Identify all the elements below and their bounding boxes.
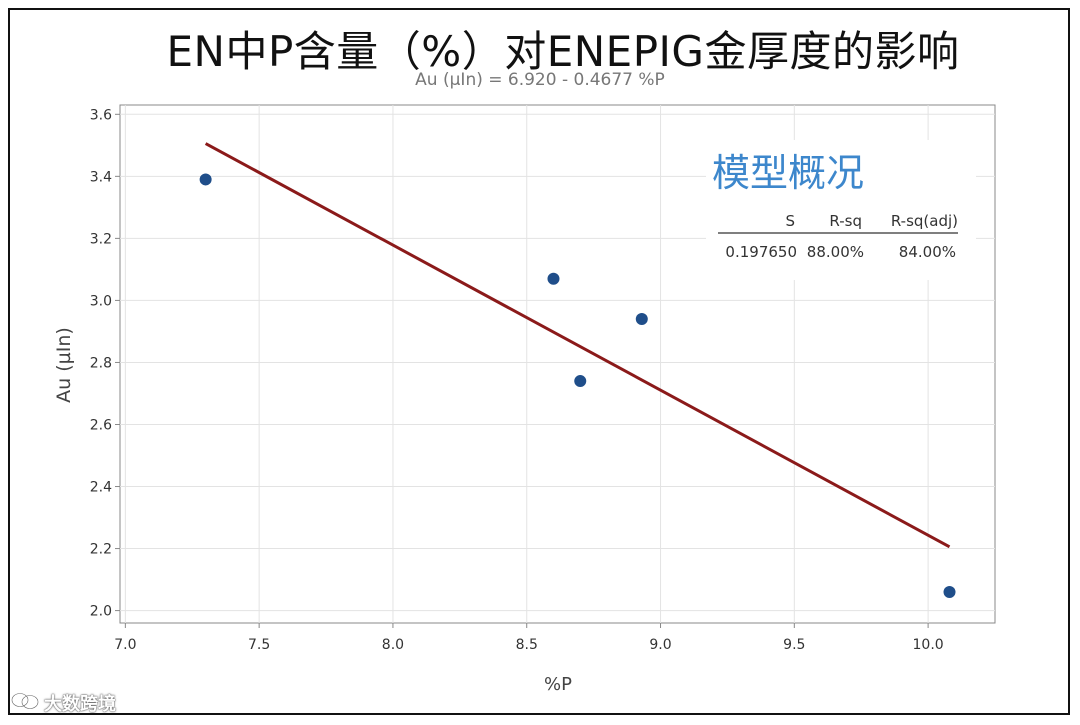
data-point [547, 272, 560, 285]
data-points [199, 173, 956, 598]
y-tick-label: 2.2 [90, 542, 112, 558]
summary-value-rsq-adj: 84.00% [899, 243, 956, 261]
y-tick-label: 2.6 [90, 417, 112, 433]
watermark-text: 大数跨境 [44, 694, 116, 715]
x-tick-label: 7.0 [114, 637, 136, 653]
x-tick-label: 10.0 [913, 637, 944, 653]
x-tick-label: 7.5 [248, 637, 270, 653]
model-summary-box: 模型概况 S R-sq R-sq(adj) 0.197650 88.00% 84… [706, 140, 976, 280]
summary-header-rsq: R-sq [829, 212, 862, 230]
x-tick-label: 8.5 [516, 637, 538, 653]
x-tick-label: 8.0 [382, 637, 404, 653]
fit-line-layer [204, 142, 951, 549]
y-tick-label: 3.6 [90, 107, 112, 123]
data-point [635, 313, 648, 326]
fit-line [204, 142, 951, 549]
model-summary-bg [706, 140, 976, 280]
summary-value-s: 0.197650 [725, 243, 797, 261]
regression-equation: Au (µIn) = 6.920 - 0.4677 %P [415, 70, 665, 90]
figure-frame [8, 8, 1070, 715]
summary-header-rsq-adj: R-sq(adj) [891, 212, 958, 230]
x-axis-label: %P [544, 674, 572, 695]
data-point [199, 173, 212, 186]
summary-header-s: S [785, 212, 795, 230]
x-tick-label: 9.0 [649, 637, 671, 653]
data-point [943, 585, 956, 598]
summary-value-rsq: 88.00% [807, 243, 864, 261]
y-tick-label: 3.0 [90, 293, 112, 309]
y-tick-label: 2.0 [90, 604, 112, 620]
chat-bubbles-icon [10, 691, 40, 716]
y-tick-label: 3.2 [90, 231, 112, 247]
y-tick-label: 2.8 [90, 355, 112, 371]
data-point [574, 375, 587, 388]
model-summary-title: 模型概况 [712, 151, 864, 195]
y-tick-label: 3.4 [90, 169, 112, 185]
x-tick-label: 9.5 [783, 637, 805, 653]
y-tick-label: 2.4 [90, 480, 112, 496]
axis-ticks: 7.0 7.5 8.0 8.5 9.0 9.5 10.0 2.0 2.2 2.4 2.6 2.8 3.0… [90, 107, 944, 653]
y-axis-label: Au (µIn) [53, 327, 75, 403]
watermark: 大数跨境 [10, 690, 116, 716]
chart-title: EN中P含量（%）对ENEPIG金厚度的影响 [166, 27, 960, 76]
